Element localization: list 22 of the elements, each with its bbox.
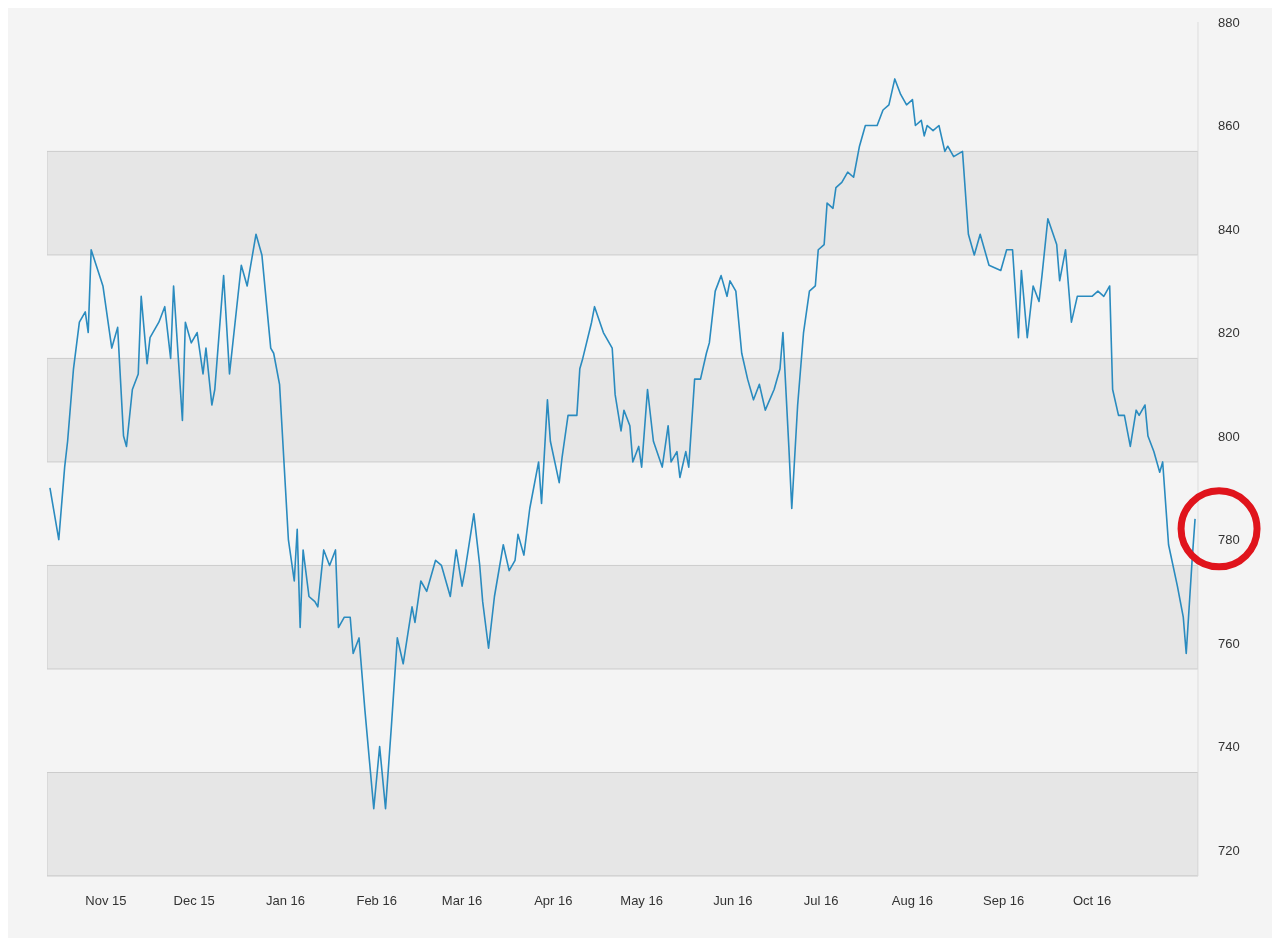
x-tick-label: Oct 16 (1072, 893, 1112, 909)
line-series (49, 78, 1196, 810)
y-tick-label: 780 (1218, 532, 1240, 548)
y-tick-label: 860 (1218, 118, 1240, 134)
x-tick-label: Jun 16 (713, 893, 753, 909)
y-tick-label: 800 (1218, 428, 1240, 444)
x-tick-label: Aug 16 (891, 893, 934, 909)
y-tick-label: 840 (1218, 221, 1240, 237)
x-tick-label: May 16 (620, 893, 663, 909)
x-tick-label: Jan 16 (265, 893, 305, 909)
x-tick-label: Dec 15 (173, 893, 215, 909)
y-tick-label: 740 (1218, 739, 1240, 755)
y-tick-label: 720 (1218, 842, 1240, 858)
y-tick-label: 880 (1218, 14, 1240, 30)
x-tick-label: Jul 16 (803, 893, 839, 909)
x-tick-label: Apr 16 (534, 893, 573, 909)
x-tick-label: Mar 16 (441, 893, 483, 909)
x-tick-label: Feb 16 (356, 893, 397, 909)
y-tick-label: 760 (1218, 635, 1240, 651)
x-tick-label: Sep 16 (983, 893, 1025, 909)
y-tick-label: 820 (1218, 325, 1240, 341)
x-tick-label: Nov 15 (85, 893, 127, 909)
